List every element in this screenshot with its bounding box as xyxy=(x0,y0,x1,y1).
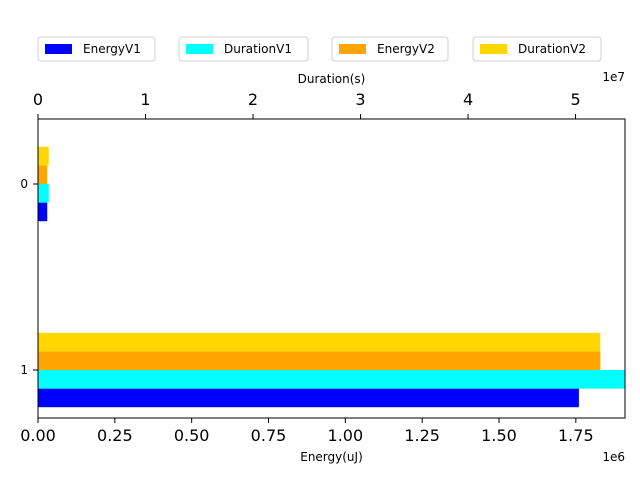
legend-item-energyv1: EnergyV1 xyxy=(37,36,156,62)
bar-energyv1-0 xyxy=(38,202,48,222)
legend-box xyxy=(37,36,156,62)
legend-swatch xyxy=(186,44,213,54)
top-tick-label: 0 xyxy=(33,90,43,109)
legend-item-energyv2: EnergyV2 xyxy=(331,36,449,62)
bottom-tick-label: 0.00 xyxy=(20,426,56,445)
bottom-tick-label: 1.25 xyxy=(404,426,440,445)
legend-label: DurationV1 xyxy=(224,42,292,56)
bar-energyv1-1 xyxy=(38,388,579,408)
bar-durationv2-0 xyxy=(38,146,49,166)
legend-item-durationv1: DurationV1 xyxy=(178,36,309,62)
top-tick-label: 5 xyxy=(570,90,580,109)
legend-box xyxy=(331,36,449,62)
bottom-tick-label: 0.25 xyxy=(97,426,133,445)
top-tick-label: 1 xyxy=(140,90,150,109)
top-tick-label: 3 xyxy=(355,90,365,109)
bottom-axis-label: Energy(uJ) xyxy=(300,450,363,464)
bottom-tick-label: 0.75 xyxy=(251,426,287,445)
bar-durationv2-1 xyxy=(38,332,601,352)
bottom-tick-label: 0.50 xyxy=(174,426,210,445)
top-axis: 0 1 2 3 4 5 Duration(s) 1e7 xyxy=(33,70,625,119)
legend-box xyxy=(178,36,309,62)
legend-item-durationv2: DurationV2 xyxy=(472,36,602,62)
plot-frame xyxy=(37,118,626,419)
bar-durationv1-0 xyxy=(38,184,49,203)
bars xyxy=(38,146,625,408)
bar-energyv2-0 xyxy=(38,165,48,184)
y-tick-label: 0 xyxy=(20,177,28,191)
legend-label: EnergyV1 xyxy=(83,42,141,56)
bottom-tick-label: 1.00 xyxy=(328,426,364,445)
legend-label: EnergyV2 xyxy=(377,42,435,56)
legend: EnergyV1 DurationV1 EnergyV2 DurationV2 xyxy=(37,36,602,62)
legend-swatch xyxy=(339,44,366,54)
bar-energyv2-1 xyxy=(38,351,601,370)
y-tick-label: 1 xyxy=(20,363,28,377)
top-axis-label: Duration(s) xyxy=(298,72,366,86)
bottom-axis: 0.00 0.25 0.50 0.75 1.00 1.25 1.50 1.75 Energy(u… xyxy=(20,418,625,464)
top-axis-offset: 1e7 xyxy=(602,70,625,84)
legend-box xyxy=(472,36,602,62)
legend-label: DurationV2 xyxy=(518,42,586,56)
bottom-tick-label: 1.75 xyxy=(558,426,594,445)
top-tick-label: 2 xyxy=(248,90,258,109)
legend-swatch xyxy=(45,44,72,54)
bar-durationv1-1 xyxy=(38,370,625,389)
y-axis: 01 xyxy=(20,177,38,377)
bottom-tick-label: 1.50 xyxy=(481,426,517,445)
legend-swatch xyxy=(480,44,507,54)
bottom-axis-offset: 1e6 xyxy=(602,450,625,464)
top-tick-label: 4 xyxy=(463,90,473,109)
